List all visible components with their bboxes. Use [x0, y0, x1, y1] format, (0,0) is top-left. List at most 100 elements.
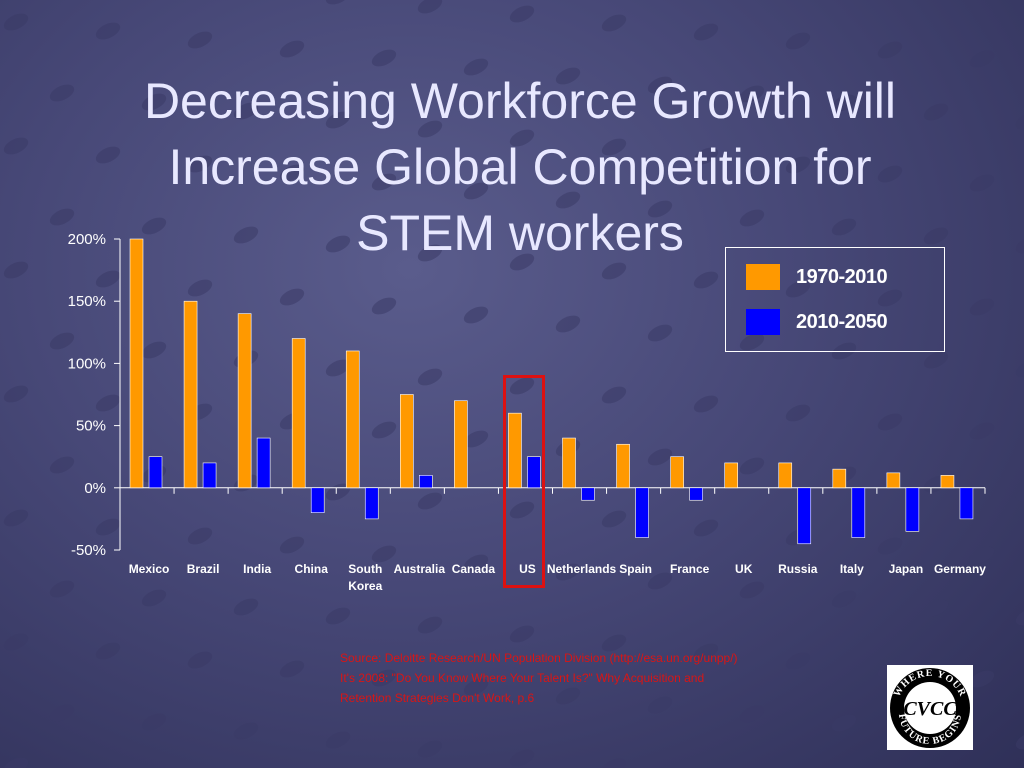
background-dot: [141, 217, 167, 235]
background-dot: [739, 85, 765, 103]
background-dot: [509, 625, 535, 643]
background-dot: [969, 422, 995, 440]
background-dot: [49, 580, 75, 598]
background-dot: [187, 527, 213, 545]
background-dot: [49, 456, 75, 474]
background-dot: [463, 554, 489, 572]
x-category-label: Mexico: [129, 562, 170, 576]
background-dot: [141, 713, 167, 731]
background-dot: [325, 235, 351, 253]
x-category-label: Canada: [452, 562, 496, 576]
background-dot: [969, 670, 995, 688]
background-dot: [509, 253, 535, 271]
bar-1970-2010-china: [291, 338, 306, 489]
background-dot: [417, 616, 443, 634]
background-dot: [371, 545, 397, 563]
background-dot: [417, 492, 443, 510]
bar-1970-2010-south-korea: [345, 350, 360, 489]
bar-1970-2010-germany: [940, 475, 955, 489]
background-dot: [555, 687, 581, 705]
bar-2010-2050-russia: [797, 487, 812, 545]
background-dot: [647, 76, 673, 94]
background-dot: [969, 174, 995, 192]
background-dot: [877, 41, 903, 59]
background-dot: [739, 457, 765, 475]
background-dot: [601, 758, 627, 768]
bar-1970-2010-canada: [454, 400, 468, 489]
x-category-label: Japan: [889, 562, 924, 576]
bar-2010-2050-netherlands: [581, 487, 595, 501]
bar-2010-2050-germany: [959, 487, 974, 520]
background-dot: [417, 0, 443, 14]
background-dot: [95, 270, 121, 288]
background-dot: [785, 652, 811, 670]
background-dot: [463, 306, 489, 324]
x-category-label: Australia: [394, 562, 446, 576]
slide-title-line: Decreasing Workforce Growth will: [143, 73, 897, 129]
background-dot: [371, 173, 397, 191]
background-dot: [693, 23, 719, 41]
background-dot: [233, 226, 259, 244]
bar-2010-2050-japan: [905, 487, 920, 532]
cvcc-logo-mark: WHERE YOUR FUTURE BEGINS CVCC: [890, 668, 970, 748]
background-dot: [555, 315, 581, 333]
legend-label: 1970-2010: [796, 265, 888, 288]
background-dot: [141, 589, 167, 607]
background-dot: [371, 297, 397, 315]
background-dot: [233, 598, 259, 616]
x-category-label: South Korea: [348, 562, 382, 593]
background-dot: [601, 386, 627, 404]
background-dot: [49, 208, 75, 226]
x-category-label: UK: [735, 562, 753, 576]
background-dot: [877, 537, 903, 555]
background-dot: [923, 227, 949, 245]
background-dot: [509, 377, 535, 395]
background-dot: [739, 705, 765, 723]
background-dot: [49, 332, 75, 350]
x-category-label: Netherlands: [547, 562, 617, 576]
background-dot: [463, 182, 489, 200]
legend-label: 2010-2050: [796, 310, 888, 333]
background-dot: [739, 581, 765, 599]
background-dot: [3, 509, 29, 527]
background-dot: [371, 421, 397, 439]
background-dot: [325, 359, 351, 377]
background-dot: [601, 138, 627, 156]
background-dot: [233, 722, 259, 740]
background-dot: [693, 395, 719, 413]
bar-1970-2010-uk: [724, 462, 738, 489]
background-dot: [3, 385, 29, 403]
bar-1970-2010-spain: [616, 443, 630, 489]
bar-1970-2010-france: [670, 456, 684, 489]
background-dot: [923, 351, 949, 369]
bar-1970-2010-japan: [886, 472, 901, 489]
cvcc-logo: WHERE YOUR FUTURE BEGINS CVCC: [887, 665, 973, 750]
background-dot: [555, 67, 581, 85]
bar-2010-2050-spain: [635, 487, 649, 538]
slide-title-line: STEM workers: [356, 205, 684, 261]
source-line: Source: Deloitte Research/UN Population …: [340, 651, 738, 665]
background-dot: [325, 731, 351, 749]
background-dot: [785, 404, 811, 422]
background-dot: [555, 563, 581, 581]
background-dot: [693, 643, 719, 661]
background-dot: [463, 58, 489, 76]
background-dot: [785, 32, 811, 50]
y-tick-label: 50%: [76, 418, 106, 435]
y-tick-label: 200%: [68, 231, 106, 248]
background-dot: [601, 262, 627, 280]
background-dot: [647, 696, 673, 714]
background-dot: [647, 200, 673, 218]
bar-1970-2010-india: [237, 313, 252, 489]
y-tick-label: 100%: [68, 355, 106, 372]
background-dot: [95, 22, 121, 40]
background-dot: [417, 740, 443, 758]
background-dot: [1015, 484, 1024, 502]
background-dot: [509, 501, 535, 519]
x-category-label: India: [243, 562, 271, 576]
background-dot: [95, 146, 121, 164]
background-dot: [187, 651, 213, 669]
x-category-label: Germany: [934, 562, 986, 576]
background-dot: [877, 289, 903, 307]
